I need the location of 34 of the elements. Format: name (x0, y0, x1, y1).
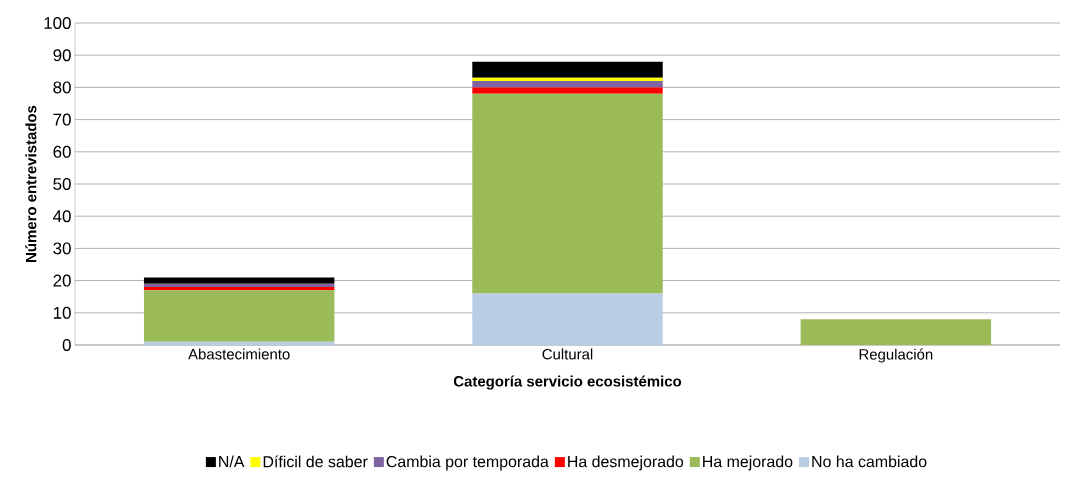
y-tick-label: 10 (53, 306, 71, 319)
bar (143, 290, 335, 342)
y-tick-label: 90 (53, 49, 71, 62)
y-axis-title: Número entrevistados (25, 105, 37, 262)
y-tick-label: 20 (53, 274, 71, 287)
x-axis-title: Categoría servicio ecosistémico (453, 375, 682, 390)
y-tick-label: 70 (53, 113, 71, 126)
legend-label: Ha desmejorado (568, 455, 684, 471)
y-tick-label: 0 (62, 339, 71, 351)
bar (472, 293, 663, 345)
bar (143, 277, 335, 284)
x-tick-label: Abastecimiento (188, 348, 290, 360)
y-tick-label: 40 (53, 210, 71, 223)
legend-label: Díficil de saber (263, 455, 368, 468)
bar (472, 80, 663, 88)
bar (143, 287, 335, 291)
y-tick-label: 100 (44, 17, 71, 29)
bar (472, 93, 663, 294)
legend-label: Cambia por temporada (386, 455, 549, 471)
bar (472, 77, 663, 81)
legend-label: No ha cambiado (812, 455, 927, 468)
bar (143, 341, 335, 345)
y-tick-label: 30 (53, 242, 71, 255)
x-tick-label: Cultural (542, 348, 593, 360)
x-tick-label: Regulación (859, 348, 933, 363)
y-tick-label: 60 (53, 145, 71, 158)
legend-label: Ha mejorado (703, 455, 793, 471)
y-tick-label: 80 (53, 81, 71, 94)
bar (472, 87, 663, 94)
bar (472, 61, 663, 78)
y-tick-label: 50 (53, 178, 71, 190)
bar (800, 319, 992, 345)
bar (143, 283, 335, 288)
legend-label: N/A (219, 455, 245, 468)
